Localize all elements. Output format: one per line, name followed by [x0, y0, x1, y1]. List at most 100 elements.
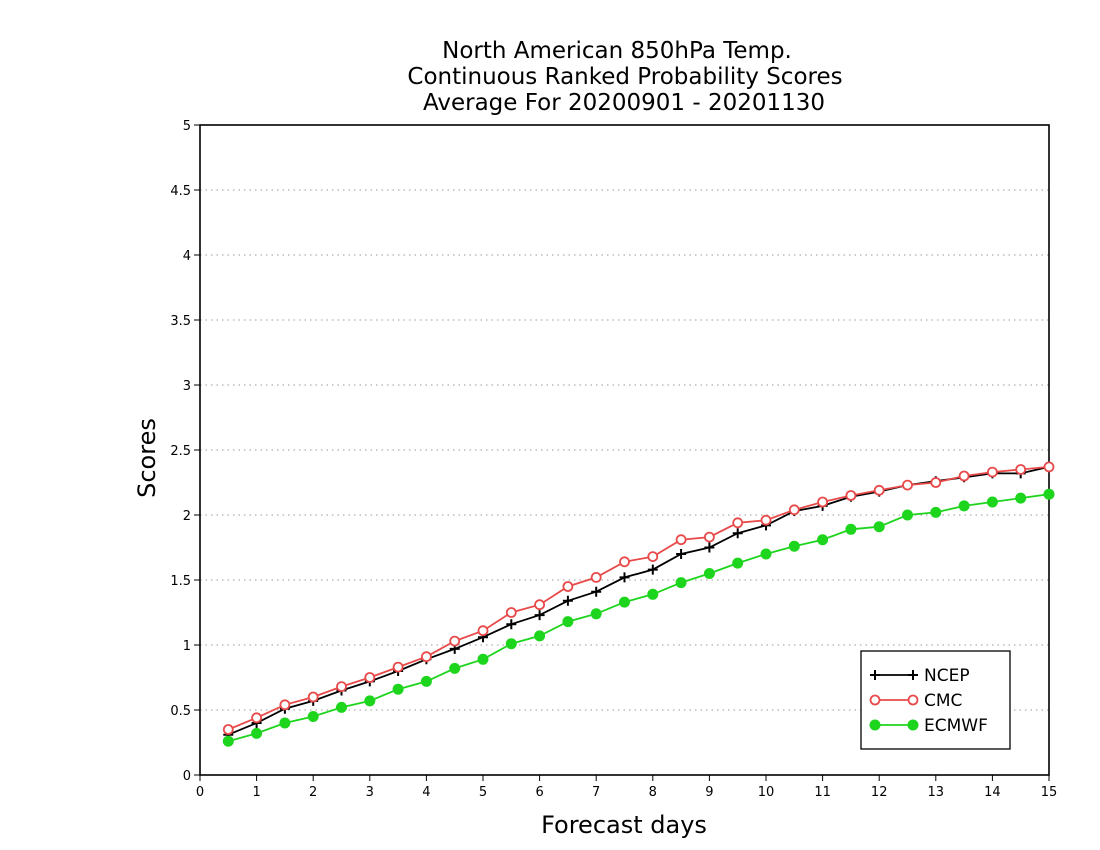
- data-point-ecmwf: [279, 717, 291, 729]
- data-point-ncep: [732, 528, 743, 539]
- series-ecmwf: [222, 488, 1055, 747]
- data-point-cmc: [647, 551, 659, 562]
- data-point-cmc: [505, 607, 517, 618]
- x-tick-label: 13: [928, 785, 945, 800]
- y-tick-label: 0: [183, 769, 191, 784]
- x-tick-label: 14: [984, 785, 1001, 800]
- data-point-ncep: [704, 542, 715, 553]
- series: [222, 461, 1055, 747]
- data-point-cmc: [222, 724, 234, 735]
- legend-label-ncep: NCEP: [924, 666, 970, 686]
- legend-marker-cmc: [869, 694, 881, 706]
- data-point-ecmwf: [392, 683, 404, 695]
- data-point-ncep: [591, 586, 602, 597]
- y-tick-label: 3: [183, 379, 191, 394]
- data-point-cmc: [788, 504, 800, 516]
- y-tick-label: 1: [183, 639, 191, 654]
- y-axis-label: Scores: [133, 418, 161, 498]
- legend-marker-ecmwf: [869, 719, 881, 731]
- x-axis-label: Forecast days: [541, 811, 707, 839]
- data-point-ecmwf: [958, 500, 970, 512]
- data-point-ncep: [647, 564, 658, 575]
- y-tick-label: 2.5: [170, 444, 191, 459]
- x-tick-label: 12: [871, 785, 888, 800]
- data-point-ecmwf: [647, 588, 659, 600]
- y-tick-label: 4.5: [170, 184, 191, 199]
- data-point-ecmwf: [930, 506, 942, 518]
- data-point-cmc: [873, 484, 885, 496]
- x-tick-label: 6: [535, 785, 543, 800]
- data-point-ecmwf: [505, 638, 517, 650]
- legend: NCEP CMC ECMWF: [860, 650, 1011, 750]
- x-tick-label: 11: [814, 785, 831, 800]
- title-line-3: Average For 20200901 - 20201130: [423, 90, 825, 116]
- legend-entry-cmc: CMC: [869, 691, 962, 711]
- data-point-ncep: [562, 595, 573, 606]
- legend-marker-cmc: [907, 694, 919, 706]
- data-point-cmc: [364, 672, 376, 683]
- x-tick-label: 10: [758, 785, 775, 800]
- x-tick-label: 3: [366, 785, 374, 800]
- x-tick-label: 5: [479, 785, 487, 800]
- data-point-ecmwf: [619, 596, 630, 608]
- x-tick-label: 15: [1041, 785, 1058, 800]
- data-point-cmc: [307, 691, 319, 703]
- data-point-ncep: [676, 549, 687, 559]
- data-point-cmc: [987, 466, 998, 478]
- data-point-cmc: [251, 712, 263, 724]
- data-point-cmc: [902, 479, 913, 491]
- data-point-ecmwf: [873, 521, 885, 533]
- y-tick-label: 4: [183, 249, 191, 264]
- data-point-ecmwf: [902, 509, 913, 521]
- data-point-ecmwf: [364, 695, 376, 707]
- data-point-ecmwf: [336, 701, 347, 713]
- data-point-cmc: [760, 514, 772, 526]
- data-point-cmc: [619, 556, 630, 568]
- data-point-ecmwf: [477, 653, 489, 665]
- data-point-cmc: [675, 534, 687, 546]
- data-point-cmc: [817, 496, 828, 508]
- title-line-1: North American 850hPa Temp.: [442, 38, 792, 64]
- data-point-ecmwf: [420, 675, 432, 687]
- axes: 00.511.522.533.544.550 1 2 3 4 5 6 7 8 9 10 11 12 13 1…: [170, 119, 1057, 800]
- data-point-cmc: [590, 572, 602, 583]
- x-tick-label: 0: [196, 785, 204, 800]
- data-point-ecmwf: [986, 496, 998, 508]
- legend-marker-ncep: [870, 670, 880, 680]
- data-point-ecmwf: [845, 523, 857, 535]
- x-tick-label: 9: [705, 785, 713, 800]
- y-tick-label: 5: [183, 119, 191, 134]
- data-point-ecmwf: [307, 711, 319, 722]
- data-point-cmc: [279, 699, 291, 711]
- x-tick-label: 7: [592, 785, 600, 800]
- x-tick-label: 8: [649, 785, 657, 800]
- data-point-ecmwf: [534, 630, 546, 642]
- data-point-cmc: [534, 599, 545, 611]
- data-point-cmc: [336, 681, 347, 692]
- data-point-cmc: [392, 661, 404, 673]
- data-point-ncep: [534, 610, 545, 621]
- data-point-cmc: [958, 470, 970, 482]
- y-tick-label: 3.5: [170, 314, 191, 329]
- data-point-cmc: [420, 651, 432, 663]
- legend-label-cmc: CMC: [924, 691, 962, 711]
- data-point-ecmwf: [675, 577, 687, 589]
- y-tick-label: 1.5: [170, 574, 191, 589]
- data-point-ecmwf: [251, 727, 263, 739]
- legend-marker-ncep: [908, 670, 918, 680]
- data-point-ncep: [619, 572, 630, 583]
- y-tick-label: 2: [183, 509, 191, 524]
- data-point-cmc: [930, 477, 942, 488]
- data-point-cmc: [562, 581, 574, 592]
- legend-entry-ecmwf: ECMWF: [869, 716, 988, 736]
- data-point-ecmwf: [562, 616, 574, 628]
- x-tick-label: 1: [252, 785, 260, 800]
- legend-label-ecmwf: ECMWF: [924, 716, 988, 736]
- data-point-cmc: [845, 490, 857, 501]
- series-cmc: [222, 461, 1055, 735]
- data-point-ecmwf: [590, 608, 602, 620]
- data-point-ecmwf: [449, 662, 461, 674]
- x-tick-label: 2: [309, 785, 317, 800]
- legend-marker-ecmwf: [907, 719, 919, 731]
- data-point-cmc: [477, 625, 489, 637]
